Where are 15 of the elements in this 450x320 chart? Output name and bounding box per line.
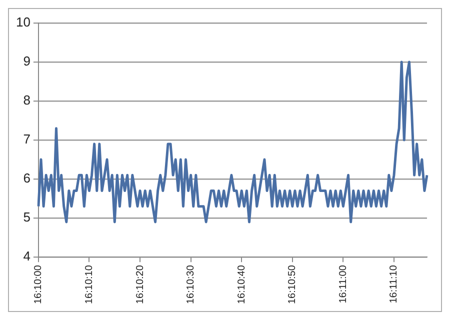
y-tick-label: 5 <box>23 210 30 225</box>
y-tick-label: 10 <box>16 14 30 30</box>
x-tick-label: 16:10:00 <box>33 264 44 304</box>
y-tick-label: 6 <box>23 170 30 186</box>
x-tick-label: 16:11:00 <box>338 264 349 304</box>
y-tick-label: 9 <box>23 54 30 69</box>
y-tick-label: 7 <box>23 132 30 147</box>
y-tick-label: 8 <box>23 92 30 108</box>
x-tick-label: 16:10:50 <box>287 264 298 304</box>
y-tick-label: 4 <box>23 248 30 264</box>
x-tick-label: 16:11:10 <box>388 264 400 304</box>
x-tick-label: 16:10:20 <box>134 264 146 304</box>
x-tick-label: 16:10:40 <box>236 264 248 304</box>
x-tick-label: 16:10:30 <box>186 264 197 304</box>
x-tick-label: 16:10:10 <box>84 264 95 304</box>
